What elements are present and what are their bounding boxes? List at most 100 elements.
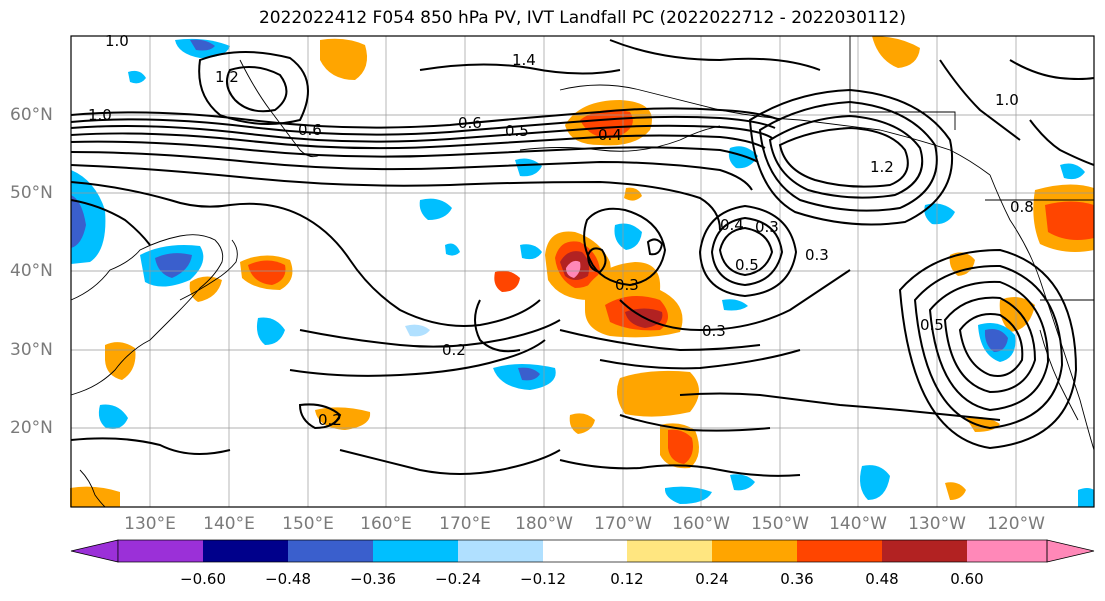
lon-label: 140°E [203, 514, 255, 534]
cool-anomaly-blob [730, 474, 755, 491]
cool-anomaly-blob [128, 70, 146, 84]
warm-anomaly-blob [494, 270, 520, 292]
contour-label: 0.2 [442, 341, 466, 359]
warm-anomaly-blob [949, 252, 975, 276]
contour-label: 1.0 [88, 106, 112, 124]
lon-label: 120°W [987, 514, 1045, 534]
contour-label: 0.5 [920, 316, 944, 334]
lon-label: 160°E [360, 514, 412, 534]
colorbar-cell [627, 540, 712, 562]
lon-label: 130°E [124, 514, 176, 534]
contour-label: 1.4 [512, 51, 536, 69]
contour-label: 0.5 [505, 122, 529, 140]
colorbar-tick-label: 0.36 [780, 570, 814, 588]
colorbar-left-extension [70, 539, 119, 563]
contour-label: 0.3 [615, 276, 639, 294]
cool-anomaly-blob [520, 244, 542, 260]
colorbar-cell [118, 540, 203, 562]
contour-label: 1.2 [870, 158, 894, 176]
cool-anomaly-blob [515, 158, 542, 177]
na-coastline [989, 174, 1095, 451]
asia-coastline [70, 234, 224, 396]
cool-anomaly-blob [518, 367, 540, 381]
lon-label: 170°W [594, 514, 652, 534]
colorbar-tick-label: 0.24 [695, 570, 729, 588]
cool-anomaly-blob [1078, 488, 1094, 507]
colorbar-cell [458, 540, 543, 562]
lon-label: 170°E [439, 514, 491, 534]
warm-anomaly-blob [616, 370, 699, 417]
colorbar-cell [882, 540, 967, 562]
cool-anomaly-blob [71, 195, 86, 248]
colorbar-tick-label: 0.48 [865, 570, 899, 588]
lat-label: 20°N [10, 418, 53, 438]
contour-label: 0.3 [805, 246, 829, 264]
colorbar-cell [797, 540, 882, 562]
cool-anomaly-blob [722, 299, 748, 311]
philippines [79, 469, 106, 508]
contour-label: 0.8 [1010, 198, 1034, 216]
contour-label: 0.5 [735, 256, 759, 274]
aleutian-islands [519, 125, 721, 152]
cool-anomaly-blob [155, 253, 192, 278]
cool-anomaly-blob [190, 39, 215, 51]
contour-labels: 1.0 1.2 1.4 0.6 0.5 0.4 0.3 0.3 0.3 0.2 … [88, 32, 1034, 429]
warm-anomaly-blob [248, 260, 286, 285]
warm-anomaly-blob [566, 260, 581, 278]
cool-anomaly-blob [664, 486, 712, 504]
lon-label: 140°W [829, 514, 887, 534]
lon-label: 150°W [751, 514, 809, 534]
coastlines [70, 36, 1095, 508]
cool-anomaly-blob [405, 324, 430, 337]
warm-anomaly-blob [1045, 201, 1094, 240]
lat-label: 50°N [10, 183, 53, 203]
contour-label: 0.6 [298, 121, 322, 139]
colorbar-right-extension [1046, 539, 1095, 563]
warm-anomaly-blob [70, 486, 120, 507]
warm-anomaly-blob [872, 36, 920, 68]
colorbar-tick-label: −0.48 [265, 570, 311, 588]
lon-label: 150°E [282, 514, 334, 534]
lat-label: 40°N [10, 261, 53, 281]
alaska-coastline [559, 84, 991, 176]
contour-label: 0.4 [598, 126, 622, 144]
warm-anomaly-blob [315, 407, 371, 430]
colorbar-cell [288, 540, 373, 562]
colorbar [70, 539, 1095, 563]
japan-coastline [179, 239, 238, 301]
contour-label: 0.3 [755, 218, 779, 236]
contour-label: 0.2 [318, 411, 342, 429]
colorbar-tick-label: 0.60 [950, 570, 984, 588]
colorbar-tick-label: 0.12 [610, 570, 644, 588]
warm-anomaly-blob [189, 276, 222, 302]
contour-label: 0.6 [458, 114, 482, 132]
colorbar-tick-label: −0.24 [435, 570, 481, 588]
contour-label: 0.4 [720, 216, 744, 234]
colorbar-tick-label: −0.36 [350, 570, 396, 588]
lon-label: 180°W [515, 514, 573, 534]
cool-anomaly-blob [1060, 163, 1085, 180]
colorbar-tick-label: −0.12 [520, 570, 566, 588]
colorbar-cell [543, 540, 627, 562]
cool-anomaly-blob [419, 198, 452, 220]
lon-label: 130°W [908, 514, 966, 534]
cool-anomaly-blob [445, 243, 460, 256]
baja-coastline [1039, 329, 1079, 421]
map-frame [70, 35, 1095, 508]
colorbar-cell [967, 540, 1047, 562]
warm-anomaly-blob [624, 187, 642, 201]
cool-anomaly-blob [98, 404, 128, 429]
colorbar-cell [373, 540, 458, 562]
lon-label: 160°W [672, 514, 730, 534]
map-title: 2022022412 F054 850 hPa PV, IVT Landfall… [258, 8, 906, 28]
warm-anomaly-blob [945, 482, 966, 500]
anomaly-shading [70, 36, 1094, 507]
contour-label: 1.2 [215, 68, 239, 86]
cool-anomaly-blob [728, 146, 758, 169]
contour-label: 0.3 [702, 322, 726, 340]
cool-anomaly-blob [256, 317, 285, 345]
lat-label: 60°N [10, 105, 53, 125]
colorbar-cell [203, 540, 288, 562]
warm-anomaly-blob [320, 38, 368, 80]
cool-anomaly-blob [984, 329, 1008, 352]
